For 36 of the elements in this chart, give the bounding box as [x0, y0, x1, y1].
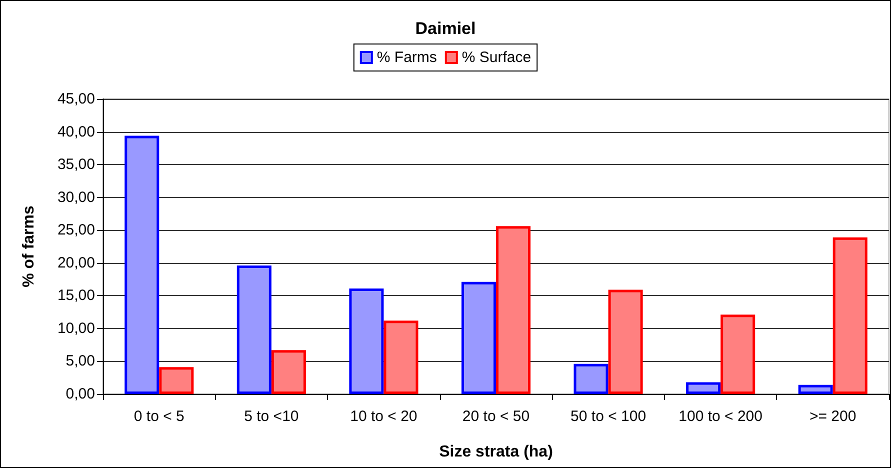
- bar: [124, 136, 160, 394]
- bar: [608, 290, 643, 394]
- y-tick-label: 25,00: [57, 222, 95, 239]
- bar: [236, 266, 272, 394]
- y-tick-label: 30,00: [57, 188, 95, 206]
- y-tick-label: 20,00: [57, 254, 95, 272]
- bar: [271, 350, 306, 394]
- bar: [159, 367, 194, 394]
- y-tick-label: 5,00: [66, 352, 95, 370]
- x-tick-label: >= 200: [810, 408, 856, 425]
- bar: [384, 320, 418, 394]
- y-tick-label: 15,00: [57, 287, 95, 304]
- bar: [686, 382, 721, 394]
- x-tick-label: 5 to <10: [244, 408, 299, 425]
- x-tick-label: 100 to < 200: [678, 408, 762, 425]
- x-tick-label: 50 to < 100: [570, 408, 646, 425]
- x-axis-title: Size strata (ha): [439, 444, 553, 460]
- bar: [496, 226, 531, 394]
- y-tick-label: 40,00: [57, 123, 95, 140]
- y-tick-label: 45,00: [57, 90, 95, 108]
- y-tick-label: 0,00: [66, 386, 95, 402]
- x-tick-label: 10 to < 20: [350, 408, 418, 425]
- bar: [461, 282, 496, 394]
- bar: [720, 314, 756, 394]
- y-tick-label: 35,00: [57, 156, 95, 174]
- bar: [574, 364, 608, 394]
- legend-label: % Surface: [462, 49, 532, 66]
- y-tick-label: 10,00: [57, 320, 95, 337]
- x-tick-label: 20 to < 50: [462, 408, 530, 425]
- y-axis-title: % of farms: [20, 206, 38, 288]
- chart-title: Daimiel: [415, 19, 476, 38]
- legend-label: % Farms: [376, 49, 437, 66]
- bar: [349, 288, 384, 394]
- bar: [798, 384, 833, 394]
- bar: [832, 237, 868, 394]
- x-tick-label: 0 to < 5: [134, 408, 184, 425]
